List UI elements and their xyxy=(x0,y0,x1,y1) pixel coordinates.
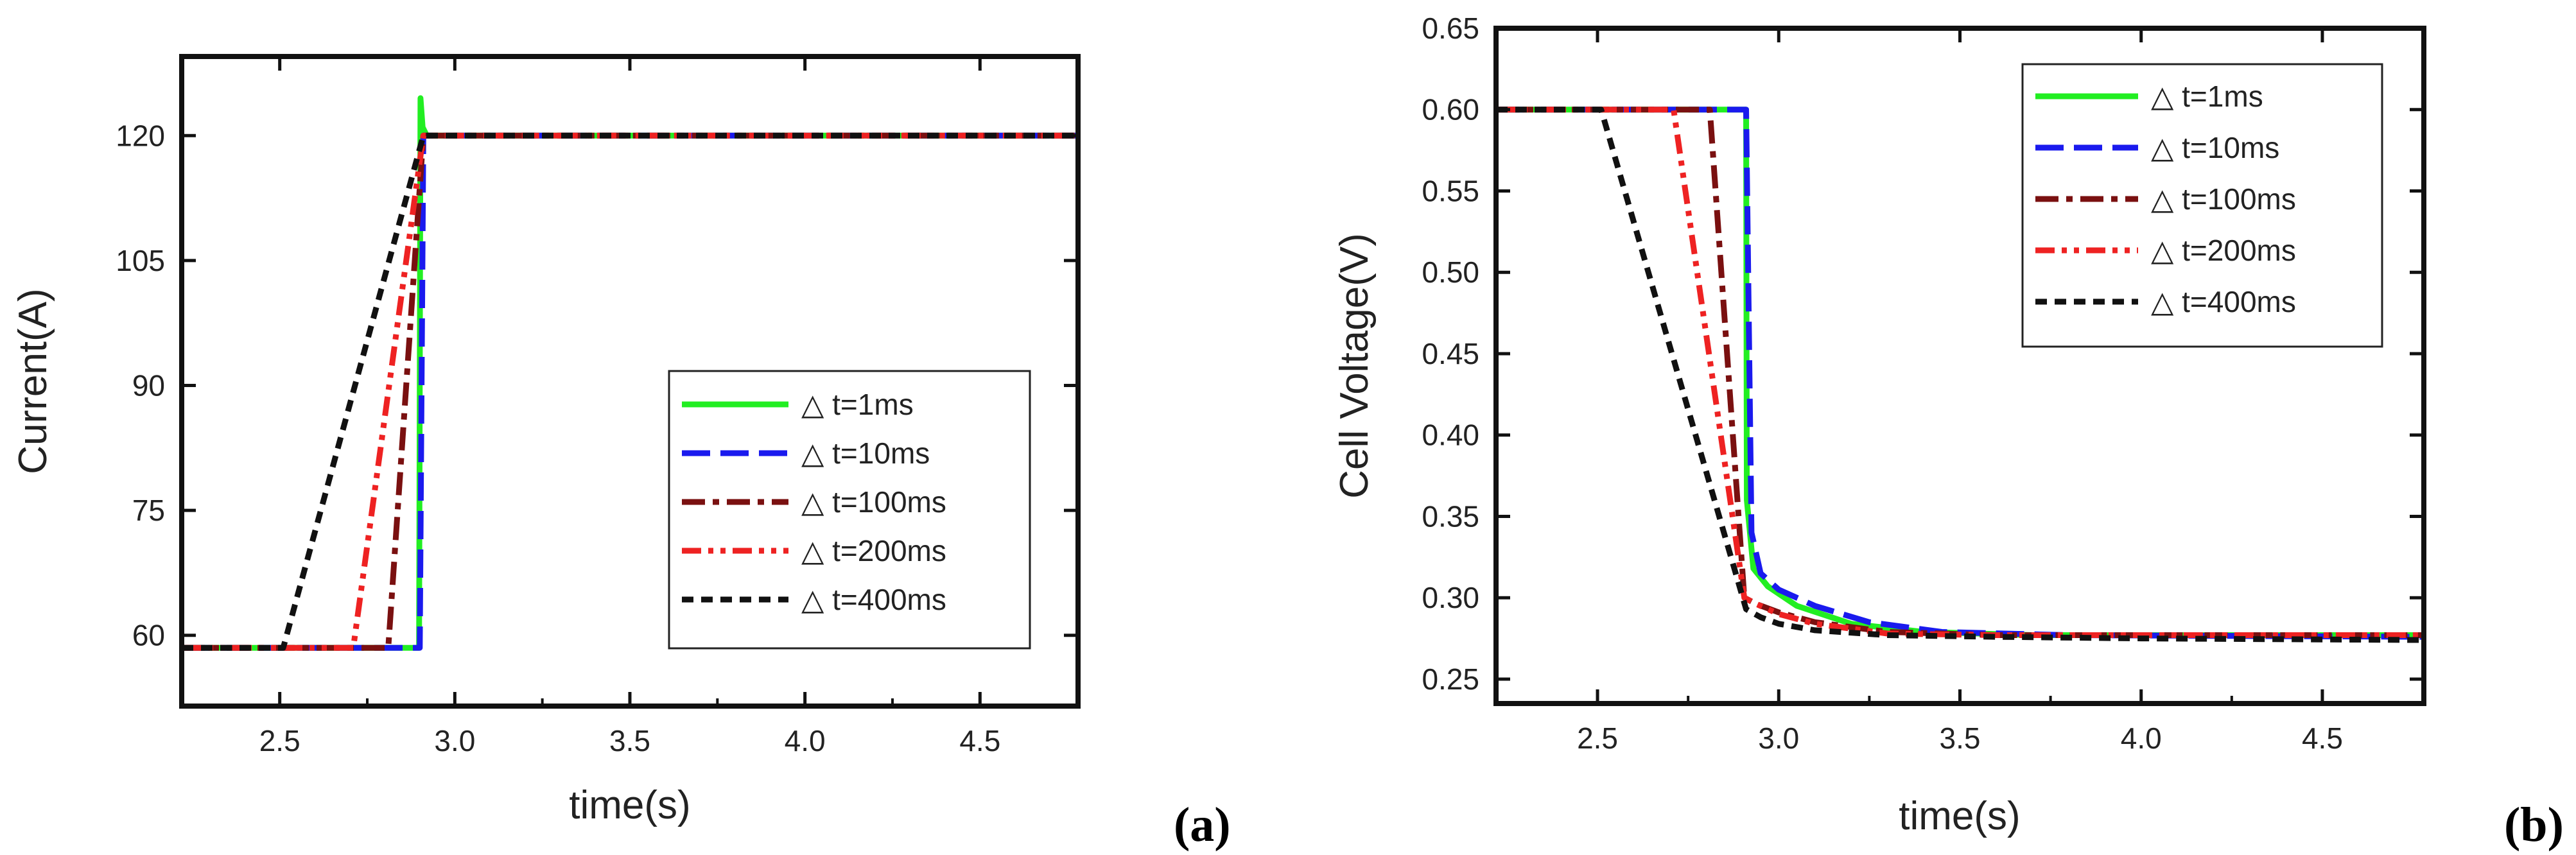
chart-a-xticks: 2.5 3.0 3.5 4.0 4.5 xyxy=(259,56,1000,757)
chart-b-ytick-label: 0.30 xyxy=(1422,581,1479,614)
chart-b-legend-label-4: △ t=400ms xyxy=(2151,285,2296,318)
chart-a-ytick-label: 105 xyxy=(116,244,165,277)
chart-b-ytick-label: 0.60 xyxy=(1422,93,1479,126)
chart-b-xtick-label: 3.5 xyxy=(1940,721,1981,755)
chart-b-xtick-label: 4.0 xyxy=(2121,721,2162,755)
chart-a-series-line-4 xyxy=(182,132,1078,651)
chart-a-ytick-label: 90 xyxy=(132,368,165,402)
chart-b-ytick-label: 0.65 xyxy=(1422,12,1479,45)
chart-b-ylabel: Cell Voltage(V) xyxy=(1332,233,1377,499)
chart-b-legend-label-2: △ t=100ms xyxy=(2151,182,2296,216)
chart-b-ytick-label: 0.55 xyxy=(1422,174,1479,207)
chart-a-panel-label: (a) xyxy=(1174,798,1231,852)
chart-b-series-line-1 xyxy=(1496,107,2424,640)
chart-a-legend-label-1: △ t=10ms xyxy=(801,436,930,470)
chart-b-series-line-3 xyxy=(1496,107,2424,638)
chart-a-legend-label-3: △ t=200ms xyxy=(801,534,946,567)
chart-a-legend-label-2: △ t=100ms xyxy=(801,485,946,519)
chart-a-ytick-label: 120 xyxy=(116,119,165,152)
chart-a-xtick-label: 3.0 xyxy=(434,724,475,757)
chart-b-ytick-label: 0.50 xyxy=(1422,255,1479,289)
chart-a-ylabel: Current(A) xyxy=(11,288,55,474)
chart-a-ytick-label: 75 xyxy=(132,494,165,527)
chart-a-legend-label-0: △ t=1ms xyxy=(801,388,914,421)
chart-b-series xyxy=(1496,107,2424,643)
chart-b-xtick-label: 3.0 xyxy=(1758,721,1799,755)
chart-b-series-line-2 xyxy=(1496,107,2424,638)
chart-b-xtick-label: 2.5 xyxy=(1577,721,1618,755)
chart-a-xtick-label: 2.5 xyxy=(259,724,300,757)
chart-a-xlabel: time(s) xyxy=(569,783,690,827)
chart-a: 2.5 3.0 3.5 4.0 4.5 60 75 90 105 120 time(s) Cur… xyxy=(11,54,1231,852)
chart-a-yticks: 60 75 90 105 120 xyxy=(116,119,1078,652)
chart-a-series xyxy=(182,95,1078,651)
chart-b-xticks: 2.5 3.0 3.5 4.0 4.5 xyxy=(1577,28,2343,755)
chart-b-ytick-label: 0.35 xyxy=(1422,499,1479,533)
chart-b-panel-label: (b) xyxy=(2504,798,2564,852)
chart-a-ytick-label: 60 xyxy=(132,619,165,652)
chart-a-legend: △ t=1ms △ t=10ms △ t=100ms △ t=200ms △ t=400… xyxy=(668,370,1031,650)
chart-b-legend-label-0: △ t=1ms xyxy=(2151,80,2263,113)
chart-b-ytick-label: 0.45 xyxy=(1422,337,1479,370)
chart-b-xtick-label: 4.5 xyxy=(2302,721,2343,755)
chart-b-legend-label-1: △ t=10ms xyxy=(2151,131,2279,164)
chart-b-xlabel: time(s) xyxy=(1899,794,2020,838)
chart-b-legend-label-3: △ t=200ms xyxy=(2151,234,2296,267)
chart-a-xtick-label: 3.5 xyxy=(609,724,650,757)
chart-b: 2.5 3.0 3.5 4.0 4.5 0.25 0.30 0.35 0.40 0.45 0.50… xyxy=(1332,12,2564,852)
chart-a-xtick-label: 4.5 xyxy=(959,724,1000,757)
chart-a-xtick-label: 4.0 xyxy=(785,724,826,757)
chart-a-series-line-3 xyxy=(182,132,1078,651)
chart-b-ytick-label: 0.40 xyxy=(1422,419,1479,452)
chart-b-series-line-4 xyxy=(1496,107,2424,643)
chart-b-yticks: 0.25 0.30 0.35 0.40 0.45 0.50 0.55 0.60 0.65 xyxy=(1422,12,2424,696)
chart-b-legend: △ t=1ms △ t=10ms △ t=100ms △ t=200ms △ t=400… xyxy=(2021,63,2383,348)
chart-a-legend-label-4: △ t=400ms xyxy=(801,583,946,616)
chart-b-ytick-label: 0.25 xyxy=(1422,662,1479,696)
